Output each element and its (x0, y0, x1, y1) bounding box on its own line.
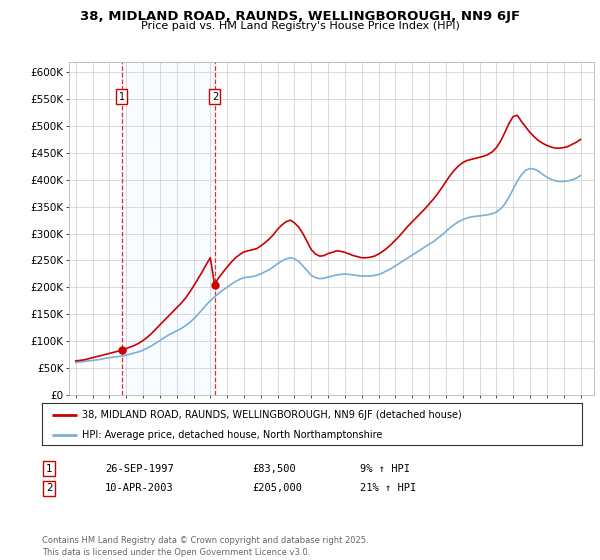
Text: 9% ↑ HPI: 9% ↑ HPI (360, 464, 410, 474)
Text: 2: 2 (46, 483, 53, 493)
Text: 38, MIDLAND ROAD, RAUNDS, WELLINGBOROUGH, NN9 6JF (detached house): 38, MIDLAND ROAD, RAUNDS, WELLINGBOROUGH… (83, 409, 462, 419)
Text: Price paid vs. HM Land Registry's House Price Index (HPI): Price paid vs. HM Land Registry's House … (140, 21, 460, 31)
Text: HPI: Average price, detached house, North Northamptonshire: HPI: Average price, detached house, Nort… (83, 430, 383, 440)
Text: £205,000: £205,000 (252, 483, 302, 493)
Text: 26-SEP-1997: 26-SEP-1997 (105, 464, 174, 474)
Bar (122, 62, 215, 395)
Text: 2: 2 (212, 91, 218, 101)
Text: £83,500: £83,500 (252, 464, 296, 474)
Text: 21% ↑ HPI: 21% ↑ HPI (360, 483, 416, 493)
Text: 1: 1 (46, 464, 53, 474)
Text: 10-APR-2003: 10-APR-2003 (105, 483, 174, 493)
Text: 1: 1 (119, 91, 125, 101)
Text: 38, MIDLAND ROAD, RAUNDS, WELLINGBOROUGH, NN9 6JF: 38, MIDLAND ROAD, RAUNDS, WELLINGBOROUGH… (80, 10, 520, 22)
Text: Contains HM Land Registry data © Crown copyright and database right 2025.
This d: Contains HM Land Registry data © Crown c… (42, 536, 368, 557)
